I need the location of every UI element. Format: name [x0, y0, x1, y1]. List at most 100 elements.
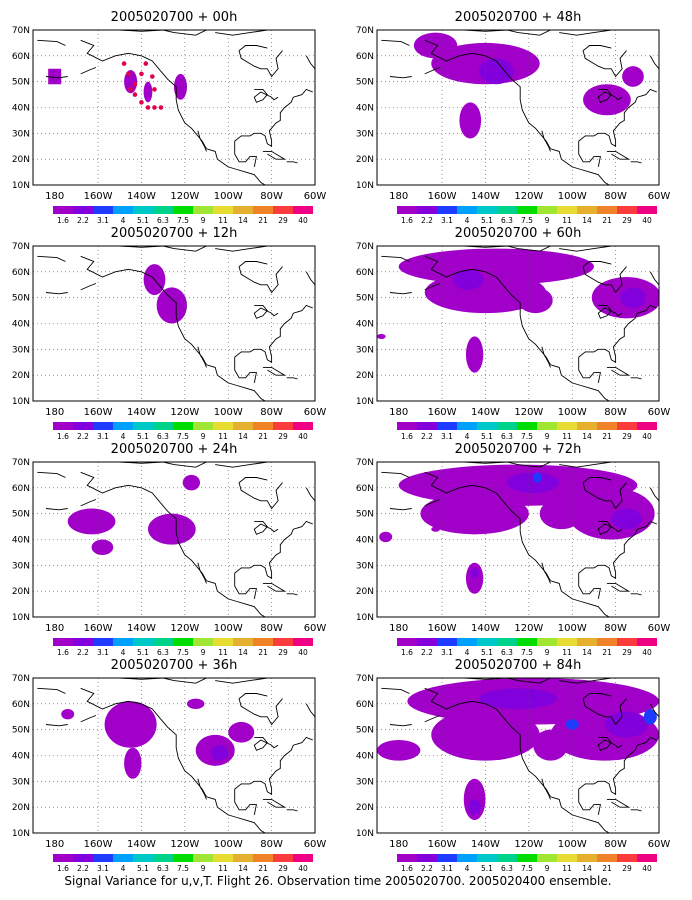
- colorbar-swatch: [617, 422, 637, 430]
- colorbar-label: 6.3: [501, 216, 513, 225]
- colorbar-label: 29: [622, 432, 632, 441]
- y-tick-label: 50N: [12, 294, 30, 304]
- coastline: [262, 798, 287, 808]
- figure-caption: Signal Variance for u,v,T. Flight 26. Ob…: [64, 874, 611, 888]
- coastline: [559, 678, 612, 684]
- x-tick-label: 60W: [304, 839, 327, 850]
- variance-region: [478, 58, 514, 85]
- coastline: [649, 271, 659, 286]
- colorbar-label: 1.6: [401, 216, 413, 225]
- colorbar-swatch: [637, 422, 657, 430]
- colorbar-label: 7.5: [521, 648, 533, 657]
- colorbar-swatch: [637, 206, 657, 214]
- colorbar-label: 2.2: [77, 432, 89, 441]
- colorbar-swatch: [133, 638, 153, 646]
- colorbar-swatch: [397, 422, 417, 430]
- colorbar-swatch: [173, 854, 193, 862]
- x-tick-label: 160W: [84, 407, 113, 418]
- coastline: [117, 246, 207, 252]
- colorbar-swatch: [253, 206, 273, 214]
- y-tick-label: 20N: [356, 155, 374, 165]
- x-tick-label: 80W: [260, 623, 283, 634]
- coastline: [234, 520, 313, 580]
- colorbar-label: 1.6: [401, 648, 413, 657]
- colorbar-swatch: [193, 206, 213, 214]
- panel-plot-area: [33, 678, 315, 833]
- coastline: [253, 88, 279, 103]
- colorbar-swatch: [113, 422, 133, 430]
- colorbar-swatch: [517, 422, 537, 430]
- panel-frame: [32, 245, 316, 402]
- coastline: [578, 357, 601, 383]
- coastline: [578, 573, 601, 599]
- coastline: [424, 715, 441, 723]
- x-tick-label: 60W: [648, 839, 671, 850]
- coastline: [649, 55, 659, 70]
- coastline: [286, 593, 298, 596]
- coastline: [215, 246, 268, 252]
- colorbar-swatch: [457, 638, 477, 646]
- coastline: [238, 261, 283, 294]
- coastline: [238, 693, 283, 726]
- colorbar-swatch: [417, 422, 437, 430]
- colorbar-label: 5.1: [137, 216, 149, 225]
- x-tick-label: 160W: [428, 623, 457, 634]
- panel-6: 2005020700 + 60h 180 160W 140W 120W 100W 80W 60…: [356, 226, 671, 441]
- y-tick-label: 10N: [356, 181, 374, 191]
- coastline: [597, 88, 623, 103]
- colorbar: 1.6 2.2 3.1 4 5.1 6.3 7.5 9 11 14 21 29 40: [397, 206, 657, 225]
- coastline: [253, 736, 279, 751]
- colorbar-swatch: [153, 638, 173, 646]
- y-tick-label: 30N: [12, 561, 30, 571]
- panel-frame: [32, 677, 316, 834]
- colorbar-swatch: [537, 638, 557, 646]
- colorbar-label: 5.1: [137, 648, 149, 657]
- colorbar-label: 4: [465, 648, 470, 657]
- colorbar-label: 11: [562, 864, 572, 873]
- coastline: [80, 283, 97, 291]
- coastline: [424, 471, 610, 617]
- coastline: [215, 678, 268, 684]
- colorbar-label: 11: [562, 216, 572, 225]
- x-tick-label: 120W: [514, 407, 543, 418]
- x-tick-label: 120W: [170, 191, 199, 202]
- colorbar-swatch: [437, 854, 457, 862]
- colorbar-label: 9: [201, 216, 206, 225]
- y-tick-label: 70N: [12, 26, 30, 36]
- coastline: [37, 255, 66, 262]
- observation-dot: [158, 105, 164, 110]
- colorbar-label: 5.1: [481, 864, 493, 873]
- colorbar-label: 2.2: [421, 432, 433, 441]
- colorbar-swatch: [537, 206, 557, 214]
- colorbar-label: 9: [545, 216, 550, 225]
- colorbar-swatch: [417, 854, 437, 862]
- colorbar-label: 6.3: [157, 864, 169, 873]
- coastline: [582, 693, 627, 726]
- coastline: [253, 520, 279, 535]
- coastline: [381, 687, 410, 694]
- coastline: [606, 150, 631, 160]
- coastline: [389, 76, 412, 79]
- y-tick-label: 70N: [12, 458, 30, 468]
- y-tick-label: 10N: [356, 829, 374, 839]
- coastline: [45, 724, 68, 727]
- colorbar: 1.6 2.2 3.1 4 5.1 6.3 7.5 9 11 14 21 29 40: [397, 422, 657, 441]
- y-tick-label: 40N: [356, 104, 374, 114]
- variance-region: [565, 719, 579, 730]
- coastline: [234, 141, 257, 167]
- panel-title: 2005020700 + 48h: [455, 10, 582, 25]
- variance-region: [643, 709, 657, 725]
- coastline: [215, 462, 268, 468]
- x-tick-label: 80W: [260, 839, 283, 850]
- colorbar-swatch: [457, 854, 477, 862]
- colorbar-swatch: [557, 422, 577, 430]
- colorbar-label: 11: [562, 432, 572, 441]
- colorbar-swatch: [537, 422, 557, 430]
- variance-region: [452, 269, 484, 290]
- coastline: [649, 487, 659, 502]
- panel-title: 2005020700 + 24h: [111, 442, 238, 457]
- y-tick-label: 40N: [12, 536, 30, 546]
- colorbar-label: 3.1: [97, 432, 109, 441]
- y-tick-label: 40N: [356, 536, 374, 546]
